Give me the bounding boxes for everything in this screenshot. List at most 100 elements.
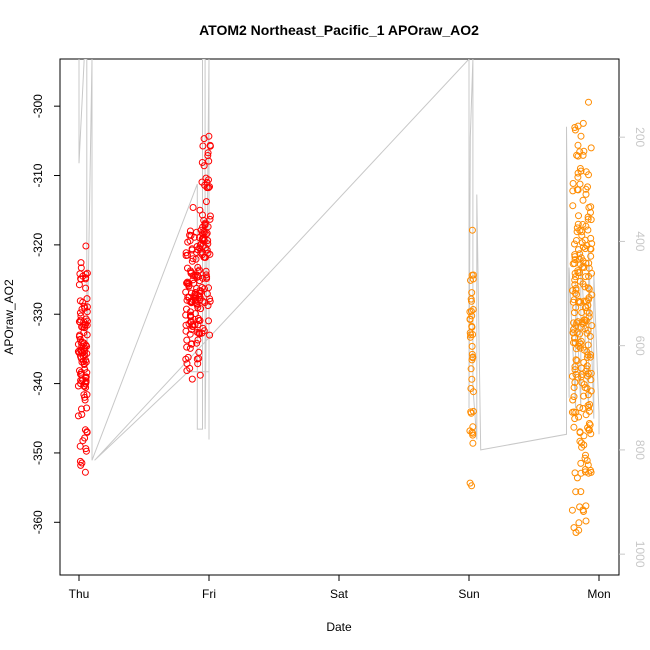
data-point-series-2 [468, 289, 476, 297]
data-point-series-1 [187, 268, 195, 276]
data-point-series-2 [584, 215, 592, 223]
data-point-series-2 [571, 366, 579, 374]
data-point-series-1 [194, 336, 202, 344]
data-point-series-2 [467, 295, 475, 303]
data-point-series-2 [582, 190, 590, 198]
data-point-series-2 [573, 357, 581, 365]
data-point-series-1 [191, 292, 199, 300]
data-point-series-1 [198, 178, 206, 186]
data-point-series-1 [182, 327, 190, 335]
data-point-series-2 [569, 396, 577, 404]
data-point-series-2 [468, 428, 476, 436]
data-point-series-1 [206, 331, 214, 339]
data-point-series-2 [584, 284, 592, 292]
data-point-series-2 [581, 245, 589, 253]
x-tick-label: Mon [587, 587, 610, 601]
data-point-series-2 [573, 329, 581, 337]
data-point-series-1 [76, 331, 84, 339]
x-axis: Thu Fri Sat Sun Mon [69, 574, 611, 601]
data-point-series-2 [583, 297, 590, 305]
data-point-series-2 [576, 429, 584, 437]
data-point-series-2 [570, 393, 578, 401]
data-point-series-2 [571, 256, 579, 264]
data-point-series-1 [184, 264, 191, 272]
data-point-series-2 [573, 290, 581, 298]
data-point-series-2 [572, 237, 580, 244]
data-point-series-2 [571, 363, 579, 371]
data-point-series-1 [83, 295, 91, 303]
data-point-series-1 [83, 404, 91, 412]
y-tick-label: -360 [31, 510, 45, 534]
data-point-series-2 [583, 457, 591, 464]
data-point-series-2 [574, 220, 582, 228]
data-point-series-1 [201, 285, 208, 293]
data-point-series-2 [468, 342, 476, 350]
y-tick-label: -350 [31, 441, 45, 465]
data-point-series-1 [186, 344, 194, 352]
data-point-series-1 [186, 227, 194, 235]
y-right-tick-label: 1000 [633, 541, 647, 568]
data-point-series-2 [575, 342, 583, 350]
data-point-series-2 [586, 401, 594, 408]
data-point-series-2 [580, 147, 588, 155]
data-point-series-1 [76, 297, 84, 305]
data-point-series-2 [582, 168, 590, 176]
data-point-series-2 [468, 482, 476, 490]
data-point-series-2 [577, 488, 585, 496]
data-point-series-2 [468, 226, 476, 234]
data-point-series-1 [195, 348, 203, 356]
data-point-series-1 [206, 215, 214, 223]
data-point-series-2 [469, 306, 477, 313]
data-points [74, 98, 596, 536]
y-tick-label: -320 [31, 233, 45, 257]
data-point-series-1 [187, 308, 194, 316]
data-point-series-1 [83, 317, 91, 325]
data-point-series-2 [588, 291, 596, 299]
data-point-series-2 [571, 269, 579, 277]
data-point-series-2 [469, 354, 477, 362]
data-point-series-1 [74, 412, 82, 420]
data-point-series-2 [575, 212, 582, 220]
data-point-series-1 [182, 311, 190, 319]
data-point-series-2 [587, 252, 595, 260]
data-point-series-2 [467, 365, 475, 373]
data-point-series-2 [469, 388, 477, 396]
data-point-series-2 [578, 439, 585, 447]
data-point-series-2 [469, 407, 477, 415]
data-point-series-1 [183, 278, 191, 286]
data-point-series-1 [195, 317, 203, 324]
data-point-series-2 [581, 283, 589, 291]
data-point-series-2 [575, 526, 583, 534]
data-point-series-1 [198, 235, 206, 243]
data-point-series-2 [571, 260, 578, 267]
data-point-series-1 [200, 227, 208, 235]
data-point-series-1 [199, 142, 207, 150]
data-point-series-2 [588, 322, 596, 330]
data-point-series-2 [587, 144, 595, 152]
data-point-series-2 [467, 276, 474, 284]
y-axis: -300 -310 -320 -330 -340 -350 -360 [31, 94, 60, 534]
data-point-series-2 [581, 304, 589, 312]
data-point-series-1 [189, 272, 197, 280]
data-point-series-1 [200, 327, 208, 335]
data-point-series-2 [577, 132, 585, 140]
data-point-series-1 [199, 274, 207, 282]
data-point-series-1 [185, 293, 193, 301]
data-point-series-2 [575, 246, 582, 254]
data-point-series-2 [569, 180, 577, 187]
data-point-series-2 [577, 323, 585, 331]
chart-title: ATOM2 Northeast_Pacific_1 APOraw_AO2 [199, 22, 479, 38]
data-point-series-1 [82, 275, 90, 283]
data-point-series-2 [572, 304, 580, 312]
data-point-series-1 [76, 442, 84, 450]
data-point-series-2 [466, 316, 474, 323]
data-point-series-1 [76, 457, 84, 465]
data-point-series-2 [577, 340, 585, 348]
data-point-series-2 [571, 281, 579, 289]
data-point-series-1 [81, 347, 89, 355]
data-point-series-2 [574, 152, 582, 160]
data-point-series-1 [199, 248, 206, 256]
data-point-series-1 [194, 360, 202, 368]
data-point-series-1 [77, 259, 85, 267]
data-point-series-2 [571, 469, 579, 477]
